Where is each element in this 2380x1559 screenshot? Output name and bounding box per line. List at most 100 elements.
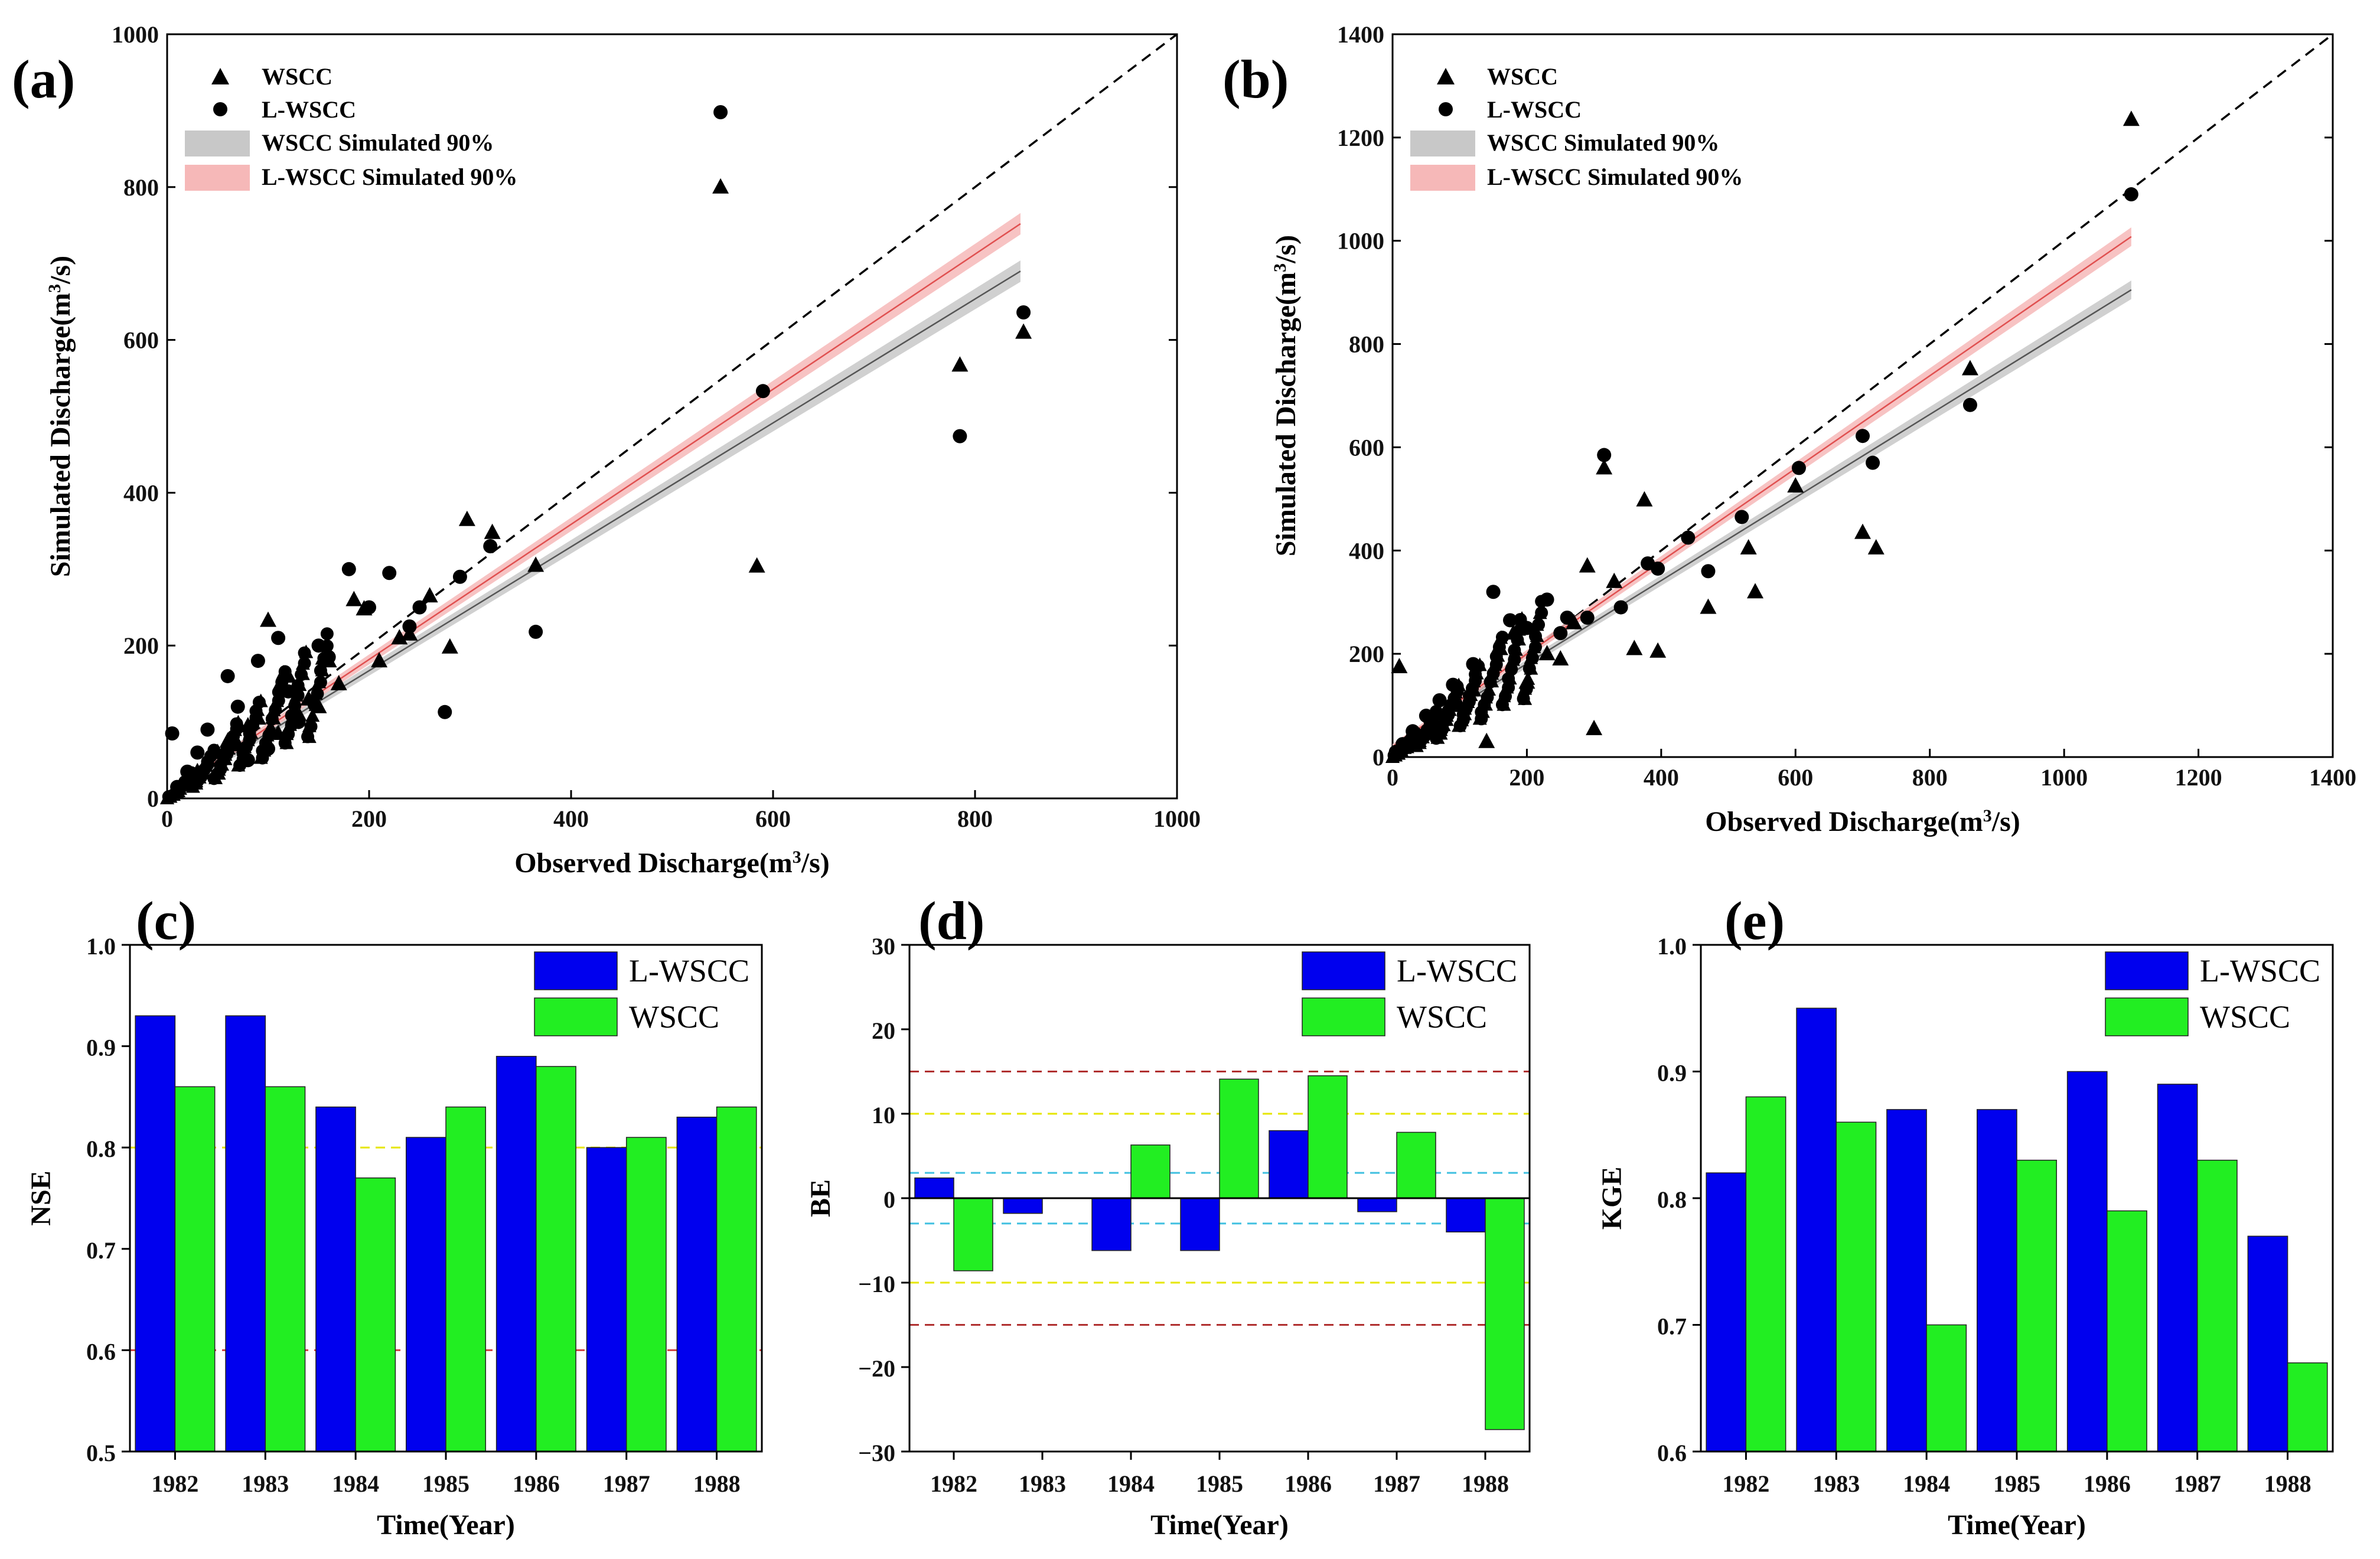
chart-c-legend: L-WSCC WSCC	[534, 951, 749, 1036]
chart-c-ytick-label-5: 1.0	[86, 933, 116, 960]
chart-a-point-l-wscc-6	[483, 539, 498, 553]
chart-e-bar-wscc-1982	[1745, 1096, 1786, 1452]
chart-c-bar-wscc-1987	[625, 1137, 667, 1452]
chart-e: 0.6 0.7 0.8 0.9 1.0 1982 1983 1984 1985 1986 1987 1…	[1596, 891, 2334, 1541]
chart-b-legend-marker-lwscc	[1439, 102, 1453, 116]
chart-a-point-l-wscc-4	[529, 624, 543, 639]
chart-b-cluster-point-126	[1478, 697, 1493, 711]
chart-a-cluster-point-89	[311, 687, 324, 700]
chart-d-bar-l-wscc-1984	[1091, 1198, 1132, 1251]
chart-c-bar-l-wscc-1985	[405, 1137, 446, 1452]
chart-b-cluster-point-117	[1429, 705, 1443, 718]
chart-a-point-wscc-16	[391, 629, 408, 645]
chart-b-point-l-wscc-5	[1735, 510, 1749, 524]
chart-b-point-wscc-24	[1478, 732, 1495, 748]
chart-c-ytick-label-0: 0.5	[86, 1440, 116, 1466]
chart-a-point-l-wscc-17	[190, 745, 205, 760]
chart-b-ylabel: Simulated Discharge(m3/s)	[1270, 235, 1302, 556]
chart-e-bar-l-wscc-1987	[2157, 1084, 2198, 1452]
chart-a-cluster-point-124	[302, 729, 317, 743]
chart-a-legend: WSCC L-WSCC WSCC Simulated 90% L-WSCC Simul…	[185, 63, 517, 191]
chart-d-xtick-label-6: 1988	[1462, 1470, 1509, 1497]
chart-a-point-l-wscc-13	[271, 631, 286, 645]
chart-d-bar-wscc-1984	[1130, 1144, 1171, 1199]
chart-a-xtick-label-2: 400	[553, 805, 589, 832]
chart-a-cluster-point-81	[317, 652, 331, 666]
chart-e-bar-wscc-1984	[1926, 1324, 1967, 1452]
chart-b-point-wscc-10	[1626, 640, 1643, 655]
chart-a-legend-marker-lwscc	[213, 102, 227, 116]
chart-b-cluster-point-105	[1514, 622, 1527, 636]
chart-e-legend: L-WSCC WSCC	[2105, 951, 2320, 1036]
chart-b-point-l-wscc-0	[2124, 187, 2138, 202]
chart-b-ytick-label-1: 200	[1349, 641, 1384, 667]
chart-c-xtick-label-4: 1986	[513, 1470, 560, 1497]
chart-a-legend-label-0: WSCC	[262, 63, 332, 90]
chart-b-point-wscc-9	[1649, 642, 1667, 658]
chart-a-cluster-point-94	[286, 707, 301, 722]
chart-c-legend-swatch-l-wscc	[534, 951, 618, 990]
chart-a-ytick-label-2: 400	[123, 480, 159, 506]
chart-c-xtick-label-0: 1982	[151, 1470, 198, 1497]
chart-b-cluster-point-124	[1518, 691, 1533, 705]
chart-b-cluster-point-114	[1412, 735, 1427, 749]
chart-d-legend-swatch-wscc	[1302, 997, 1385, 1036]
chart-b-xlabel: Observed Discharge(m3/s)	[1705, 806, 2020, 838]
chart-a-point-wscc-6	[527, 556, 545, 572]
chart-a-point-wscc-4	[458, 510, 475, 526]
chart-b-point-wscc-14	[1552, 650, 1569, 666]
chart-a-cluster-point-83	[275, 676, 289, 689]
chart-b-cluster-point-128	[1439, 712, 1454, 726]
chart-d-ytick-label-5: 20	[872, 1017, 895, 1044]
chart-a-point-l-wscc-7	[341, 562, 356, 576]
chart-d-ytick-label-4: 10	[872, 1102, 895, 1129]
chart-b-cluster-point-115	[1469, 674, 1482, 687]
chart-a-one-to-one-line	[166, 33, 1178, 800]
chart-c-panel-label: (c)	[136, 891, 196, 951]
chart-a-cluster-point-113	[291, 689, 305, 702]
chart-b-xtick-label-6: 1200	[2175, 764, 2222, 791]
chart-a-point-wscc-0	[712, 178, 729, 194]
chart-d-bar-wscc-1986	[1308, 1075, 1348, 1199]
chart-a-point-l-wscc-15	[220, 668, 235, 683]
chart-b-point-wscc-3	[1867, 539, 1885, 555]
chart-e-xtick-label-3: 1985	[1993, 1470, 2040, 1497]
chart-b-cluster-point-118	[1485, 674, 1499, 688]
chart-a-point-l-wscc-5	[438, 705, 452, 719]
chart-d-bar-wscc-1985	[1219, 1078, 1259, 1199]
chart-b-cluster-point-81	[1532, 618, 1546, 631]
chart-c-ytick-label-3: 0.8	[86, 1136, 116, 1162]
chart-c-bar-l-wscc-1988	[676, 1116, 718, 1452]
chart-a-legend-swatch-gray	[185, 131, 250, 156]
chart-b-xtick-label-2: 400	[1644, 764, 1679, 791]
chart-c-bar-wscc-1986	[536, 1066, 576, 1452]
chart-a-point-wscc-11	[260, 611, 276, 627]
chart-d-ytick-label-0: −30	[858, 1440, 895, 1466]
chart-d-ytick-label-1: −20	[858, 1355, 895, 1382]
chart-b-cluster-point-113	[1508, 653, 1521, 667]
chart-b-legend-label-3: L-WSCC Simulated 90%	[1487, 164, 1743, 190]
chart-e-bar-wscc-1987	[2196, 1159, 2238, 1452]
chart-d-xtick-label-3: 1985	[1196, 1470, 1243, 1497]
chart-b-point-l-wscc-12	[1560, 610, 1574, 625]
chart-b-point-l-wscc-1	[1962, 397, 1977, 412]
chart-e-xtick-label-4: 1986	[2084, 1470, 2131, 1497]
chart-b-point-wscc-1	[1961, 360, 1978, 376]
chart-a-cluster-point-70	[305, 708, 320, 722]
chart-b-point-wscc-28	[1606, 572, 1623, 588]
chart-b-legend-marker-wscc	[1437, 68, 1455, 84]
chart-b-legend-swatch-gray	[1410, 131, 1475, 156]
chart-b: 0 200 400 600 800 1000 1200 1400 0 200 400 600 800 10…	[1222, 21, 2356, 837]
chart-a-point-l-wscc-20	[165, 726, 180, 741]
chart-e-legend-swatch-wscc	[2105, 997, 2189, 1036]
chart-e-xlabel: Time(Year)	[1948, 1509, 2086, 1541]
chart-b-point-l-wscc-4	[1791, 461, 1806, 475]
chart-d-bar-l-wscc-1982	[914, 1177, 954, 1199]
chart-d-bar-l-wscc-1985	[1180, 1198, 1220, 1251]
chart-b-point-l-wscc-10	[1597, 448, 1612, 462]
chart-d-bar-wscc-1982	[953, 1198, 993, 1271]
chart-a-point-wscc-1	[748, 557, 765, 573]
chart-a-cluster-point-97	[304, 720, 318, 733]
chart-a-ytick-label-1: 200	[123, 632, 159, 659]
chart-b-xtick-label-3: 600	[1778, 764, 1813, 791]
